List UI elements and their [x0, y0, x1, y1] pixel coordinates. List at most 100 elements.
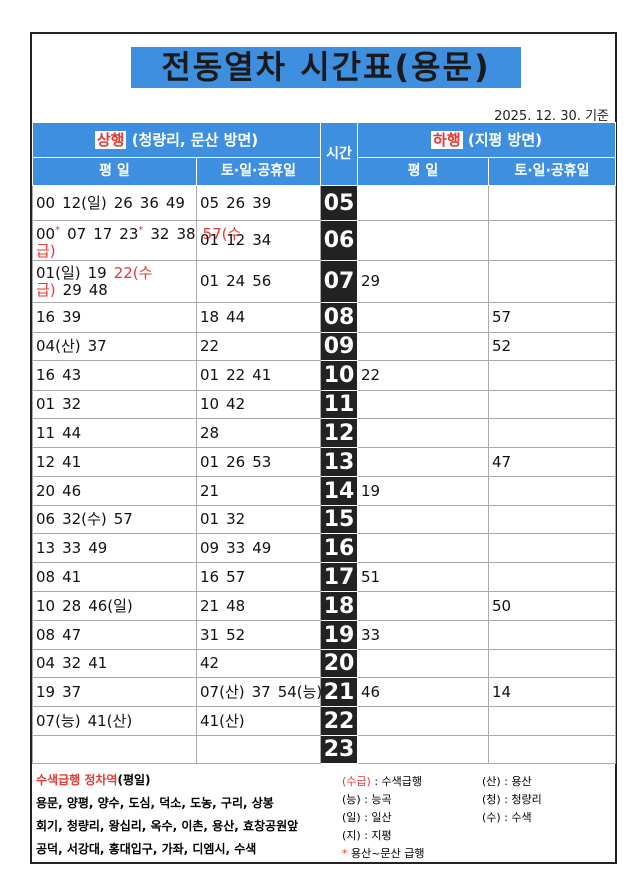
- hour-cell: 09: [320, 332, 358, 361]
- minute: 57: [492, 308, 512, 326]
- minutes-cell: [487, 706, 617, 736]
- hour-cell: 22: [320, 706, 358, 736]
- minute: 01: [36, 395, 56, 413]
- time-row: 23: [32, 735, 617, 764]
- minutes-cell: 22: [357, 360, 489, 391]
- minutes-cell: 06 32(수) 57: [32, 505, 197, 534]
- legend-item: (산) : 용산: [482, 773, 612, 789]
- minutes-cell: 01(일) 19 22(수급) 29 48: [32, 260, 197, 303]
- hour-cell: 14: [320, 476, 358, 506]
- minutes-cell: [32, 735, 197, 764]
- minute: 48: [226, 596, 246, 615]
- minutes-cell: [357, 447, 489, 477]
- weekday-header: 평 일: [357, 157, 489, 186]
- hour-cell: 18: [320, 591, 358, 621]
- minute: 04(산): [36, 337, 81, 355]
- minute: 22(수급): [36, 264, 152, 299]
- minute: 41: [88, 654, 108, 672]
- minutes-cell: [487, 185, 617, 221]
- legend-value: 능곡: [371, 793, 392, 806]
- legend-item: (지) : 지평: [342, 827, 482, 843]
- minute: 41: [252, 366, 272, 384]
- minute: 28: [200, 423, 220, 442]
- minute: 08: [36, 625, 56, 644]
- hour-cell: 16: [320, 533, 358, 563]
- minutes-cell: 16 43: [32, 360, 197, 391]
- minutes-cell: 01 32: [32, 390, 197, 419]
- down-header: 하행 (지평 방면): [356, 122, 617, 158]
- minutes-cell: 42: [196, 649, 321, 678]
- time-row: 01(일) 19 22(수급) 29 48 01 24 56 07 29: [32, 260, 617, 303]
- minute: 33: [226, 538, 246, 557]
- minutes-cell: 31 52: [196, 620, 321, 650]
- minutes-cell: [357, 591, 489, 621]
- legend: (수급) : 수색급행 (산) : 용산 (능) : 능곡 (청) : 청량리 (일) …: [342, 773, 612, 861]
- minutes-cell: 08 41: [32, 562, 197, 592]
- minute: 47: [62, 625, 82, 644]
- minutes-cell: 21 48: [196, 591, 321, 621]
- minute: 41: [62, 452, 82, 471]
- minute: 41(산): [87, 711, 133, 730]
- minute: 17: [93, 224, 113, 243]
- time-row: 01 32 10 42 11: [32, 390, 617, 419]
- time-row: 00* 07 17 23* 32 38 57(수급) 01 12 34 06: [32, 220, 617, 261]
- minute: 01(일): [36, 263, 81, 282]
- minutes-cell: 01 24 56: [196, 260, 321, 303]
- minute: 33: [361, 625, 381, 644]
- legend-sep: :: [374, 775, 379, 788]
- minute: 49: [252, 538, 272, 557]
- minutes-cell: 19: [357, 476, 489, 506]
- minute: 39: [252, 193, 272, 212]
- timetable: 상행 (청량리, 문산 방면) 시간 하행 (지평 방면) 평 일 토·일·공휴일 평 일…: [32, 122, 617, 764]
- minute: 42: [226, 395, 246, 413]
- legend-key: (수): [482, 811, 501, 824]
- legend-value: 용산: [511, 775, 532, 788]
- time-row: 11 44 28 12: [32, 418, 617, 448]
- minutes-cell: [487, 220, 617, 261]
- footer: 수색급행 정차역(평일) 용문, 양평, 양수, 도심, 덕소, 도농, 구리,…: [32, 763, 615, 860]
- minute: 10: [36, 596, 56, 615]
- minutes-cell: 07(능) 41(산): [32, 706, 197, 736]
- title: 전동열차 시간표(용문): [131, 47, 521, 88]
- time-row: 06 32(수) 57 01 32 15: [32, 505, 617, 534]
- minutes-cell: 46: [357, 677, 489, 707]
- hour-cell: 19: [320, 620, 358, 650]
- legend-key: (지): [342, 829, 361, 842]
- minutes-cell: [357, 706, 489, 736]
- hour-cell: 05: [320, 185, 358, 221]
- hour-cell: 20: [320, 649, 358, 678]
- hour-cell: 11: [320, 390, 358, 419]
- minute: 34: [252, 231, 272, 249]
- minutes-cell: 16 57: [196, 562, 321, 592]
- legend-value: 지평: [371, 829, 392, 842]
- minutes-cell: 28: [196, 418, 321, 448]
- time-row: 04 32 41 42 20: [32, 649, 617, 678]
- minutes-cell: 33: [357, 620, 489, 650]
- legend-sep: :: [364, 829, 368, 842]
- minute: 08: [36, 567, 56, 586]
- minutes-cell: [357, 735, 489, 764]
- minute: 01: [200, 231, 220, 249]
- minutes-cell: [357, 649, 489, 678]
- stops-title: 수색급행 정차역: [36, 773, 118, 787]
- time-row: 13 33 49 09 33 49 16: [32, 533, 617, 563]
- minute: 23*: [119, 225, 143, 243]
- minute: 54(능): [277, 682, 323, 701]
- minute: 37: [87, 337, 107, 355]
- minutes-cell: 57: [487, 302, 617, 333]
- minutes-cell: 52: [487, 332, 617, 361]
- minutes-cell: [487, 735, 617, 764]
- minute: 12(일): [62, 193, 107, 212]
- down-direction: (지평 방면): [467, 130, 542, 149]
- hour-header: 시간: [320, 122, 358, 186]
- minutes-cell: [487, 390, 617, 419]
- minute: 57: [113, 510, 133, 528]
- minute: 32: [150, 224, 170, 243]
- stops-line: 공덕, 서강대, 홍대입구, 가좌, 디엠시, 수색: [36, 842, 257, 856]
- minutes-cell: 47: [487, 447, 617, 477]
- minute: 16: [200, 567, 220, 586]
- up-label: 상행: [94, 130, 127, 149]
- minute: 50: [492, 596, 512, 615]
- minute: 12: [226, 231, 246, 249]
- legend-value: 수색급행: [381, 775, 423, 788]
